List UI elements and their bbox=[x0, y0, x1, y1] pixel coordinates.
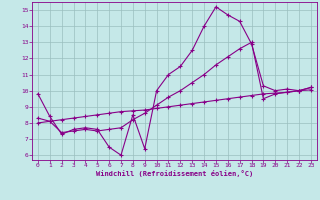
X-axis label: Windchill (Refroidissement éolien,°C): Windchill (Refroidissement éolien,°C) bbox=[96, 170, 253, 177]
